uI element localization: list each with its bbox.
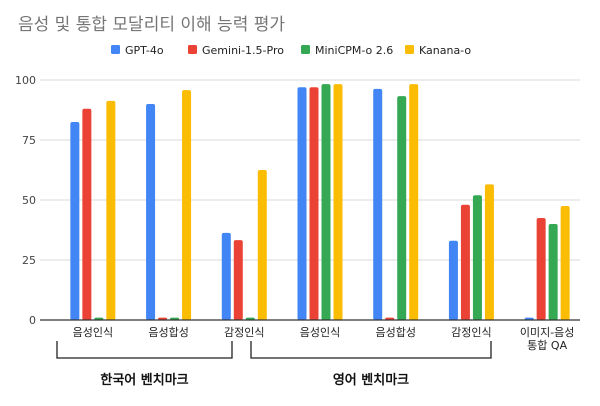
bar: [560, 206, 570, 320]
bar: [373, 88, 383, 320]
x-tick-label: 감정인식: [224, 326, 264, 339]
bar: [221, 232, 231, 320]
bar: [397, 96, 407, 320]
y-tick-label: 100: [15, 74, 36, 87]
bar: [409, 84, 419, 320]
bar: [82, 108, 92, 320]
group-bracket: [56, 341, 233, 359]
bar: [146, 104, 156, 320]
legend-label: Gemini-1.5-Pro: [202, 44, 284, 57]
x-tick-label: 음성인식: [73, 326, 113, 339]
bar: [309, 87, 319, 320]
legend-label: Kanana-o: [419, 44, 471, 57]
y-tick-label: 50: [22, 194, 36, 207]
bar: [448, 240, 458, 320]
bar: [472, 195, 482, 320]
group-label: 한국어 벤치마크: [100, 372, 188, 388]
y-tick-label: 25: [22, 254, 36, 267]
bar: [321, 84, 331, 320]
legend-swatch: [405, 45, 414, 54]
legend-label: MiniCPM-o 2.6: [315, 44, 393, 57]
x-tick-label: 음성합성: [148, 326, 188, 339]
legend-swatch: [111, 45, 120, 54]
bar: [106, 100, 116, 320]
y-tick-label: 0: [29, 314, 36, 327]
chart-title: 음성 및 통합 모달리티 이해 능력 평가: [18, 15, 286, 35]
bar: [233, 240, 243, 320]
x-tick-label: 이미지-음성: [520, 326, 575, 339]
bar: [460, 204, 470, 320]
x-tick-label: 감정인식: [451, 326, 491, 339]
bar: [182, 90, 192, 320]
y-tick-label: 75: [22, 134, 36, 147]
x-tick-label: 통합 QA: [527, 339, 567, 352]
bar: [484, 184, 494, 320]
group-label: 영어 벤치마크: [333, 372, 409, 388]
bar: [536, 218, 546, 320]
bar: [548, 224, 558, 320]
group-bracket: [250, 341, 492, 359]
bar: [333, 84, 343, 320]
legend-swatch: [301, 45, 310, 54]
legend-swatch: [188, 45, 197, 54]
x-tick-label: 음성합성: [375, 326, 415, 339]
bar: [297, 87, 307, 320]
bar: [257, 170, 267, 320]
legend-label: GPT-4o: [125, 44, 164, 57]
x-tick-label: 음성인식: [300, 326, 340, 339]
bar: [70, 122, 80, 320]
